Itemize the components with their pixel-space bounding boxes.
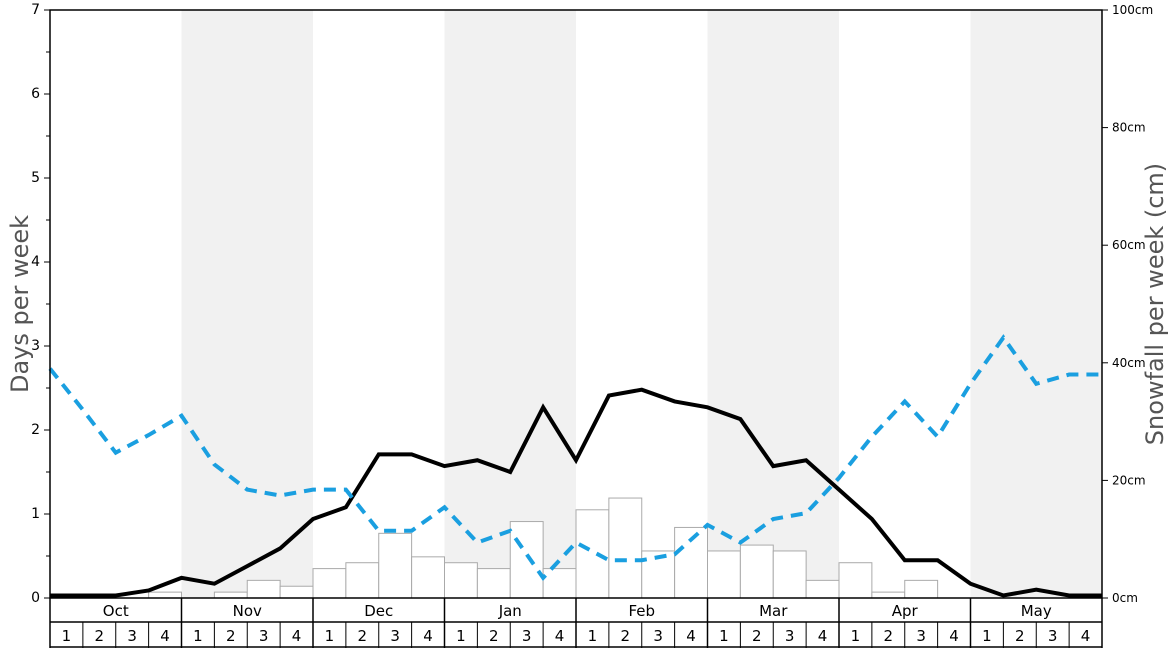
week-label: 2 bbox=[884, 627, 894, 645]
snowfall-bar bbox=[838, 562, 873, 599]
month-label: Jan bbox=[498, 602, 522, 620]
snowfall-bar bbox=[148, 591, 182, 599]
snowfall-bars bbox=[148, 497, 939, 599]
left-y-axis: 0 1 2 3 4 5 6 7 bbox=[31, 2, 50, 606]
snowfall-bar bbox=[805, 579, 840, 599]
week-label: 4 bbox=[949, 627, 959, 645]
week-label: 1 bbox=[193, 627, 203, 645]
snowfall-bar bbox=[509, 521, 544, 599]
week-label: 3 bbox=[390, 627, 400, 645]
week-label: 3 bbox=[522, 627, 532, 645]
week-label: 2 bbox=[752, 627, 762, 645]
snowfall-bar bbox=[246, 579, 281, 599]
month-shading bbox=[181, 10, 1102, 598]
x-axis-table: Oct 1 2 3 4 Nov 1 2 3 4 Dec 1 2 3 4 Jan 1 2 3 4 Feb 1 2 3 4 Mar 1 2… bbox=[49, 598, 1103, 648]
week-label: 3 bbox=[259, 627, 269, 645]
week-label: 2 bbox=[489, 627, 499, 645]
week-label: 3 bbox=[1048, 627, 1058, 645]
snowfall-bar bbox=[444, 562, 478, 599]
left-tick-label: 2 bbox=[31, 422, 40, 438]
week-label: 2 bbox=[621, 627, 631, 645]
week-label: 4 bbox=[160, 627, 170, 645]
week-label: 1 bbox=[719, 627, 729, 645]
right-axis-title: Snowfall per week (cm) bbox=[1141, 163, 1168, 445]
month-label: Mar bbox=[759, 602, 788, 620]
week-label: 2 bbox=[358, 627, 368, 645]
week-label: 3 bbox=[653, 627, 663, 645]
right-y-axis: 0cm 20cm 40cm 60cm 80cm 100cm bbox=[1102, 3, 1153, 605]
snowfall-bar bbox=[772, 550, 807, 599]
right-tick-label: 60cm bbox=[1112, 238, 1146, 252]
right-tick-label: 40cm bbox=[1112, 356, 1146, 370]
snowfall-bar bbox=[279, 585, 314, 599]
snowfall-bar bbox=[378, 532, 413, 599]
left-tick-label: 4 bbox=[31, 254, 40, 270]
week-label: 1 bbox=[456, 627, 466, 645]
week-label: 2 bbox=[226, 627, 236, 645]
left-tick-label: 6 bbox=[31, 86, 40, 102]
week-label: 3 bbox=[916, 627, 926, 645]
month-label: Apr bbox=[892, 602, 919, 620]
week-label: 1 bbox=[62, 627, 72, 645]
week-label: 2 bbox=[95, 627, 105, 645]
left-axis-title: Days per week bbox=[6, 215, 34, 393]
week-label: 3 bbox=[127, 627, 137, 645]
week-label: 1 bbox=[851, 627, 861, 645]
snowfall-bar bbox=[608, 497, 643, 599]
week-label: 3 bbox=[785, 627, 795, 645]
month-band-mar bbox=[707, 10, 839, 598]
week-label: 1 bbox=[325, 627, 335, 645]
month-label: Nov bbox=[233, 602, 262, 620]
month-band-nov bbox=[181, 10, 313, 598]
snowfall-bar bbox=[871, 591, 906, 599]
snowfall-bar bbox=[542, 568, 577, 599]
snowfall-bar bbox=[904, 579, 939, 599]
week-label: 4 bbox=[423, 627, 433, 645]
snowfall-bar bbox=[312, 568, 347, 599]
left-tick-label: 0 bbox=[31, 590, 40, 606]
snowfall-bar bbox=[707, 550, 741, 599]
month-label: Dec bbox=[364, 602, 393, 620]
month-band-may bbox=[970, 10, 1102, 598]
week-label: 1 bbox=[588, 627, 598, 645]
week-label: 4 bbox=[686, 627, 696, 645]
left-tick-label: 1 bbox=[31, 506, 40, 522]
right-tick-label: 20cm bbox=[1112, 473, 1146, 487]
month-label: Feb bbox=[628, 602, 655, 620]
week-label: 4 bbox=[292, 627, 302, 645]
days-lines bbox=[48, 334, 1102, 598]
snowfall-bar bbox=[476, 568, 511, 599]
right-tick-label: 0cm bbox=[1112, 591, 1138, 605]
month-label: May bbox=[1021, 602, 1052, 620]
right-tick-label: 100cm bbox=[1112, 3, 1153, 17]
week-label: 4 bbox=[1081, 627, 1091, 645]
solid-series-line bbox=[50, 387, 1102, 598]
snowfall-bar bbox=[345, 562, 380, 599]
right-tick-label: 80cm bbox=[1112, 121, 1146, 135]
snowfall-bar bbox=[739, 544, 774, 599]
month-label: Oct bbox=[103, 602, 129, 620]
left-tick-label: 3 bbox=[31, 338, 40, 354]
week-label: 2 bbox=[1015, 627, 1025, 645]
week-label: 4 bbox=[555, 627, 565, 645]
left-tick-label: 7 bbox=[31, 2, 40, 18]
snowfall-bar bbox=[213, 591, 248, 599]
week-label: 4 bbox=[818, 627, 828, 645]
week-label: 1 bbox=[982, 627, 992, 645]
snowfall-bar bbox=[575, 509, 610, 599]
left-tick-label: 5 bbox=[31, 170, 40, 186]
month-band-jan bbox=[444, 10, 576, 598]
snowfall-bar bbox=[411, 556, 445, 599]
